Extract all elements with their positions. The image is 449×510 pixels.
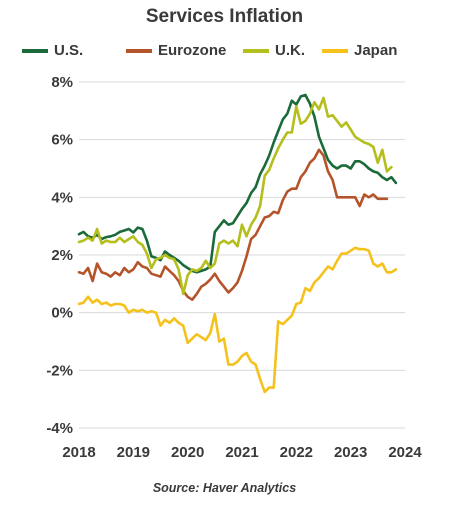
x-tick-label: 2022 (280, 444, 313, 461)
chart-title: Services Inflation (145, 6, 304, 27)
y-tick-label: -4% (46, 420, 73, 437)
x-tick-label: 2020 (171, 444, 204, 461)
gridlines (79, 81, 405, 429)
y-tick-label: 0% (51, 305, 73, 322)
legend-item-uk: U.K. (243, 42, 305, 59)
y-tick-label: 4% (51, 189, 73, 206)
legend-label-eurozone: Eurozone (158, 42, 227, 59)
legend-label-japan: Japan (354, 42, 398, 59)
y-tick-label: -2% (46, 362, 73, 379)
legend-label-us: U.S. (54, 42, 84, 59)
x-tick-label: 2021 (225, 444, 258, 461)
series-line-u-s (77, 93, 398, 274)
chart-source: Source: Haver Analytics (152, 481, 297, 495)
x-tick-label: 2019 (117, 444, 150, 461)
legend-label-uk: U.K. (275, 42, 305, 59)
series-line-japan (77, 246, 398, 394)
chart-legend: U.S. Eurozone U.K. Japan (0, 42, 449, 64)
legend-item-eurozone: Eurozone (126, 42, 226, 59)
y-tick-label: 6% (51, 132, 73, 149)
series-lines (77, 93, 398, 394)
y-tick-label: 8% (51, 74, 73, 91)
legend-swatch-eurozone (126, 48, 152, 53)
series-line-eurozone (77, 148, 389, 301)
legend-swatch-japan (322, 48, 348, 53)
x-tick-label: 2024 (388, 444, 422, 461)
x-tick-label: 2023 (334, 444, 367, 461)
series-line-u-k (77, 96, 393, 296)
legend-swatch-uk (243, 48, 269, 53)
legend-item-us: U.S. (22, 42, 83, 59)
legend-item-japan: Japan (322, 42, 397, 59)
axis-labels: -4% -2% 0% 2% 4% 6% 8% 2018 2019 2020 2021 2022 2023… (46, 74, 422, 461)
x-tick-label: 2018 (62, 444, 95, 461)
legend-swatch-us (22, 48, 48, 53)
y-tick-label: 2% (51, 247, 73, 264)
